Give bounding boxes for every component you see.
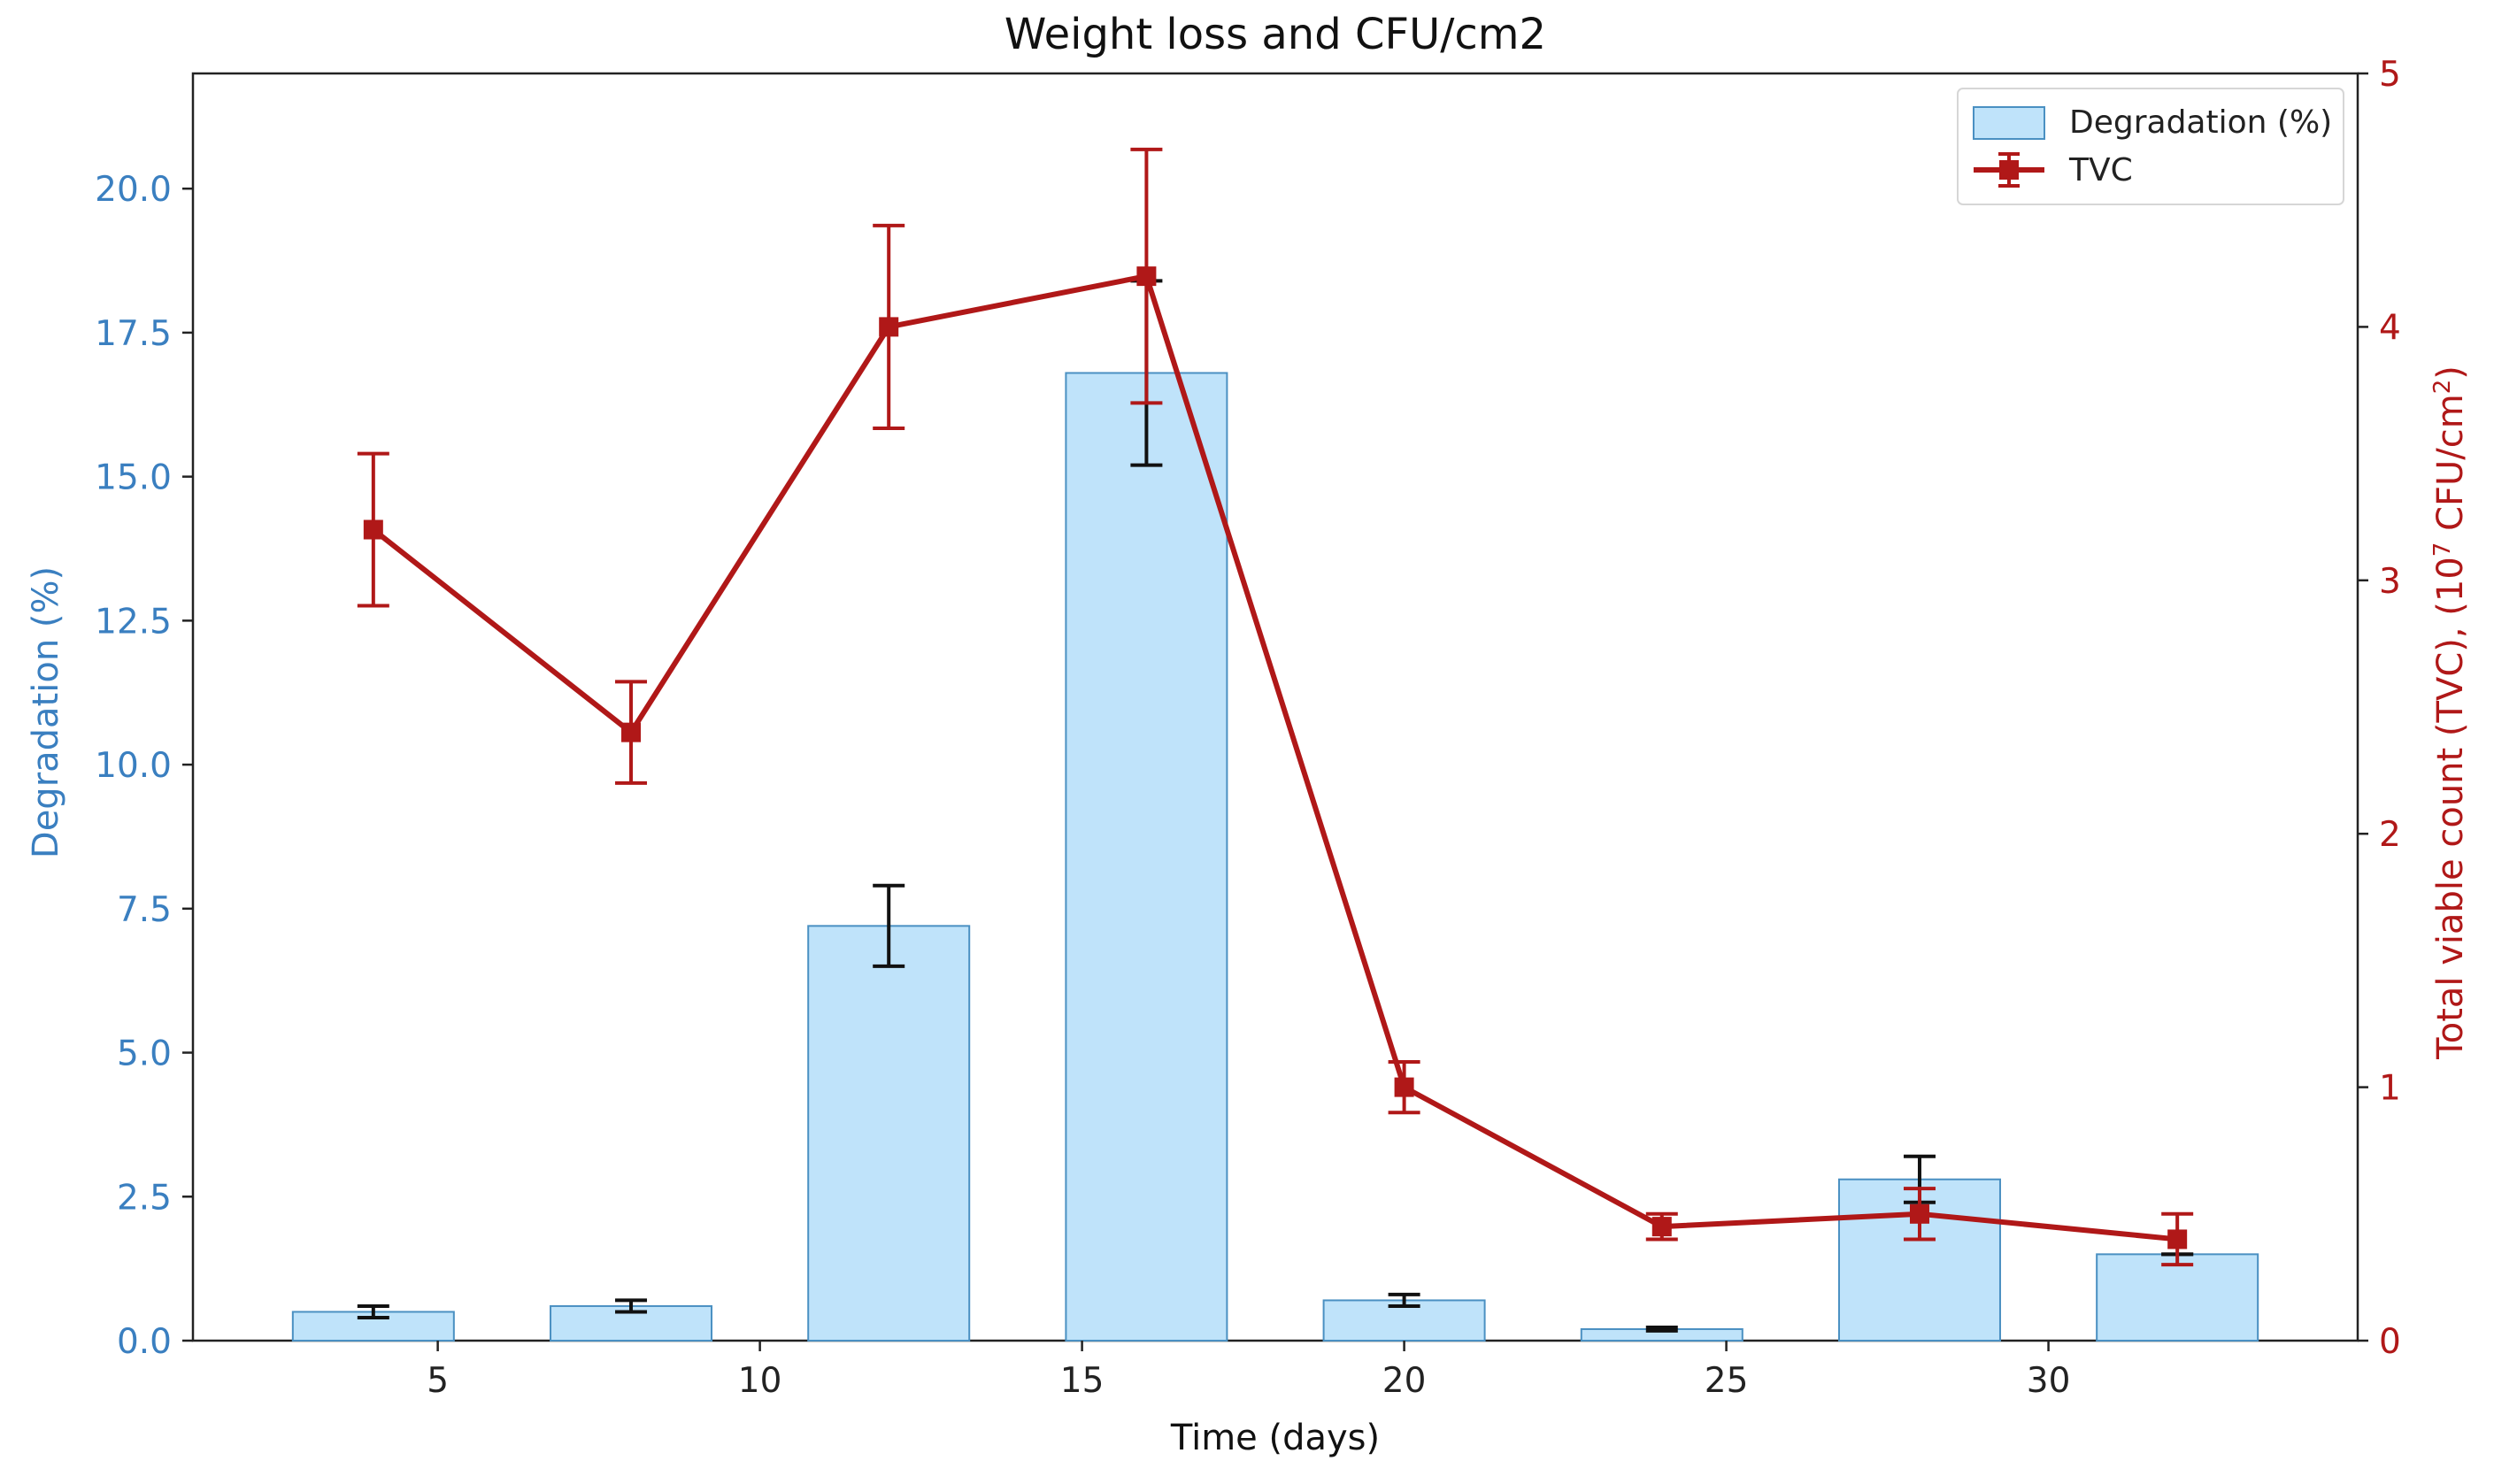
x-axis-label: Time (days)	[1170, 1418, 1380, 1458]
y-left-tick-label-10.0: 10.0	[95, 746, 172, 786]
x-tick-label-10: 10	[738, 1361, 782, 1401]
legend-label-degradation: Degradation (%)	[2069, 104, 2332, 141]
bar-degradation-12	[807, 925, 971, 1342]
tvc-point-32	[2167, 1229, 2188, 1249]
y-right-tick-label-4: 4	[2379, 308, 2401, 348]
y-right-tick-label-0: 0	[2379, 1322, 2401, 1362]
tvc-point-12	[879, 317, 899, 337]
tvc-point-4	[363, 519, 383, 540]
y-left-tick-label-20.0: 20.0	[95, 170, 172, 210]
x-tick-label-25: 25	[1705, 1361, 1749, 1401]
y-right-tick-label-2: 2	[2379, 815, 2401, 855]
axes-layer: 5 10 15 20 25 300.02.55.07.510.012.515.017.52…	[95, 55, 2401, 1401]
y-right-tick-label-5: 5	[2379, 55, 2401, 95]
y-right-axis-label: Total viable count (TVC), (107 CFU/cm2)	[2429, 365, 2471, 1060]
y-left-tick-label-5.0: 5.0	[117, 1034, 172, 1074]
x-tick-label-30: 30	[2027, 1361, 2071, 1401]
bar-degradation-32	[2096, 1253, 2259, 1342]
chart-title: Weight loss and CFU/cm2	[1005, 10, 1546, 59]
bar-degradation-16	[1065, 372, 1228, 1342]
tvc-point-16	[1136, 266, 1157, 287]
plot-area-frame	[191, 72, 2359, 1342]
y-left-tick-label-2.5: 2.5	[117, 1178, 172, 1218]
y-left-tick-label-7.5: 7.5	[117, 890, 172, 930]
legend-label-tvc: TVC	[2068, 152, 2133, 188]
plot-frame	[191, 72, 2359, 1342]
tvc-point-8	[621, 722, 642, 742]
y-left-tick-label-0.0: 0.0	[117, 1322, 172, 1362]
y-left-tick-label-15.0: 15.0	[95, 458, 172, 498]
legend: Degradation (%) TVC	[1957, 88, 2344, 205]
legend-box	[1957, 88, 2344, 205]
x-tick-label-20: 20	[1382, 1361, 1427, 1401]
y-right-tick-label-3: 3	[2379, 562, 2401, 602]
bar-errorbars-layer	[357, 279, 2194, 1333]
tvc-line	[371, 273, 2178, 1242]
tvc-point-24	[1651, 1217, 1672, 1237]
y-right-tick-label-1: 1	[2379, 1069, 2401, 1109]
y-left-tick-label-12.5: 12.5	[95, 602, 172, 642]
legend-line-marker	[1999, 160, 2019, 180]
x-tick-label-15: 15	[1060, 1361, 1105, 1401]
y-left-tick-label-17.5: 17.5	[95, 314, 172, 354]
legend-bar-swatch	[1973, 106, 2045, 140]
tvc-point-28	[1909, 1203, 1929, 1224]
x-tick-label-5: 5	[427, 1361, 449, 1401]
y-left-axis-label: Degradation (%)	[26, 566, 66, 858]
tvc-point-20	[1394, 1077, 1414, 1097]
tvc-line-layer	[357, 147, 2194, 1267]
bars-layer	[291, 372, 2259, 1342]
